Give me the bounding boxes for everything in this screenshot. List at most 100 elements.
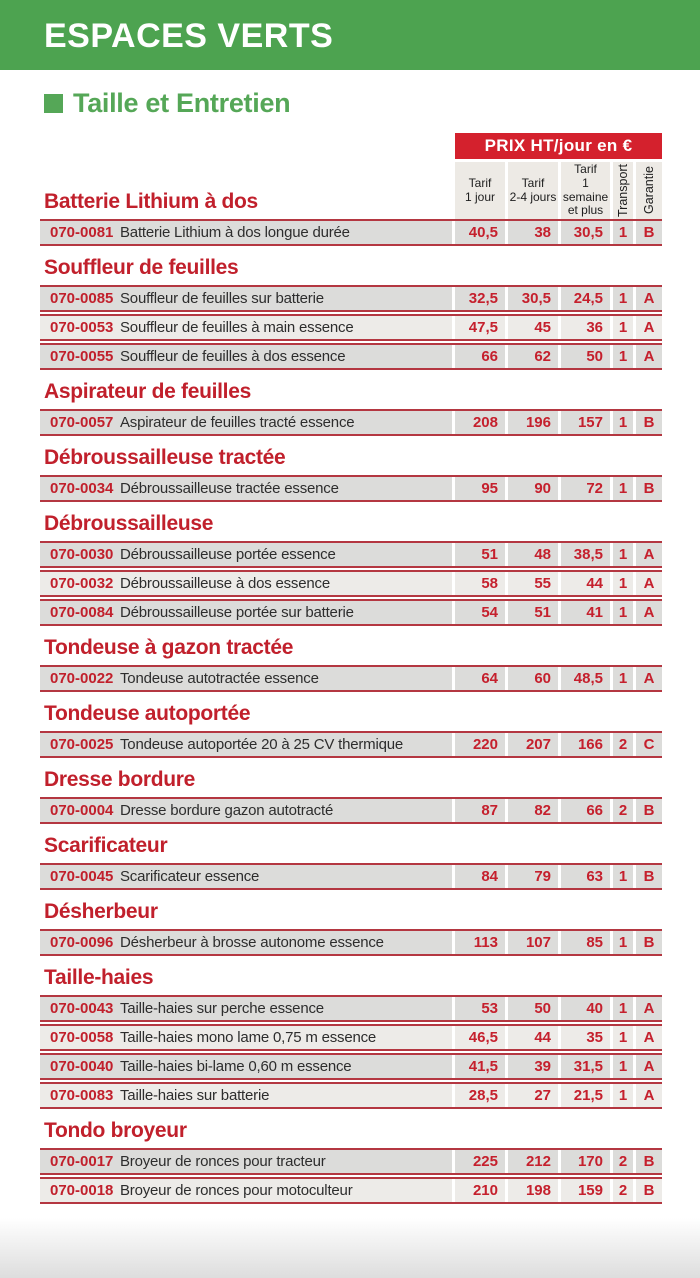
garantie-class: A bbox=[633, 543, 662, 566]
price-1-day: 225 bbox=[452, 1150, 505, 1173]
category-title: Aspirateur de feuilles bbox=[44, 380, 251, 403]
product-description: Scarificateur essence bbox=[120, 868, 260, 885]
category-rows: 070-0085 Souffleur de feuilles sur batte… bbox=[40, 285, 662, 370]
transport-class: 1 bbox=[610, 1026, 633, 1049]
price-2-4-days: 38 bbox=[505, 221, 558, 244]
transport-class: 1 bbox=[610, 411, 633, 434]
price-2-4-days: 79 bbox=[505, 865, 558, 888]
product-description: Souffleur de feuilles sur batterie bbox=[120, 290, 324, 307]
price-2-4-days: 62 bbox=[505, 345, 558, 368]
price-1-day: 58 bbox=[452, 572, 505, 595]
table-row: 070-0085 Souffleur de feuilles sur batte… bbox=[40, 285, 662, 312]
price-week-plus: 41 bbox=[558, 601, 610, 624]
product-code: 070-0030 bbox=[50, 546, 114, 563]
product-description: Broyeur de ronces pour motoculteur bbox=[120, 1182, 353, 1199]
price-2-4-days: 212 bbox=[505, 1150, 558, 1173]
price-week-plus: 63 bbox=[558, 865, 610, 888]
product-code: 070-0085 bbox=[50, 290, 114, 307]
price-1-day: 66 bbox=[452, 345, 505, 368]
transport-class: 1 bbox=[610, 543, 633, 566]
table-row: 070-0040 Taille-haies bi-lame 0,60 m ess… bbox=[40, 1053, 662, 1080]
price-table-header: PRIX HT/jour en € Tarif 1 jour Tarif 2-4… bbox=[455, 133, 662, 219]
garantie-class: A bbox=[633, 667, 662, 690]
price-1-day: 28,5 bbox=[452, 1084, 505, 1107]
price-1-day: 95 bbox=[452, 477, 505, 500]
price-week-plus: 72 bbox=[558, 477, 610, 500]
garantie-class: A bbox=[633, 1084, 662, 1107]
price-1-day: 113 bbox=[452, 931, 505, 954]
category-section: Batterie Lithium à dos 070-0081 Batterie… bbox=[40, 190, 662, 246]
garantie-class: B bbox=[633, 221, 662, 244]
garantie-class: A bbox=[633, 287, 662, 310]
category-title: Débroussailleuse bbox=[44, 512, 214, 535]
product-description: Taille-haies bi-lame 0,60 m essence bbox=[120, 1058, 352, 1075]
table-row: 070-0032 Débroussailleuse à dos essence … bbox=[40, 570, 662, 597]
garantie-class: A bbox=[633, 1026, 662, 1049]
garantie-class: B bbox=[633, 1179, 662, 1202]
category-title: Désherbeur bbox=[44, 900, 158, 923]
category-title: Dresse bordure bbox=[44, 768, 196, 791]
price-week-plus: 44 bbox=[558, 572, 610, 595]
garantie-class: B bbox=[633, 865, 662, 888]
table-row: 070-0096 Désherbeur à brosse autonome es… bbox=[40, 929, 662, 956]
garantie-class: C bbox=[633, 733, 662, 756]
price-week-plus: 36 bbox=[558, 316, 610, 339]
table-row: 070-0055 Souffleur de feuilles à dos ess… bbox=[40, 343, 662, 370]
top-banner: ESPACES VERTS bbox=[0, 0, 700, 70]
product-code: 070-0053 bbox=[50, 319, 114, 336]
product-code: 070-0022 bbox=[50, 670, 114, 687]
price-2-4-days: 198 bbox=[505, 1179, 558, 1202]
product-code: 070-0084 bbox=[50, 604, 114, 621]
category-rows: 070-0025 Tondeuse autoportée 20 à 25 CV … bbox=[40, 731, 662, 758]
product-code: 070-0083 bbox=[50, 1087, 114, 1104]
price-header-band: PRIX HT/jour en € bbox=[455, 133, 662, 159]
price-week-plus: 170 bbox=[558, 1150, 610, 1173]
product-description: Débroussailleuse à dos essence bbox=[120, 575, 330, 592]
category-rows: 070-0057 Aspirateur de feuilles tracté e… bbox=[40, 409, 662, 436]
product-description: Tondeuse autotractée essence bbox=[120, 670, 319, 687]
table-row: 070-0053 Souffleur de feuilles à main es… bbox=[40, 314, 662, 341]
price-2-4-days: 48 bbox=[505, 543, 558, 566]
price-1-day: 51 bbox=[452, 543, 505, 566]
price-2-4-days: 107 bbox=[505, 931, 558, 954]
garantie-class: B bbox=[633, 931, 662, 954]
column-headers: Tarif 1 jour Tarif 2-4 jours Tarif 1 sem… bbox=[455, 162, 662, 219]
price-1-day: 87 bbox=[452, 799, 505, 822]
garantie-class: B bbox=[633, 477, 662, 500]
transport-class: 1 bbox=[610, 572, 633, 595]
table-row: 070-0058 Taille-haies mono lame 0,75 m e… bbox=[40, 1024, 662, 1051]
product-code: 070-0025 bbox=[50, 736, 114, 753]
price-1-day: 41,5 bbox=[452, 1055, 505, 1078]
garantie-class: A bbox=[633, 345, 662, 368]
price-week-plus: 38,5 bbox=[558, 543, 610, 566]
price-2-4-days: 196 bbox=[505, 411, 558, 434]
product-description: Souffleur de feuilles à main essence bbox=[120, 319, 354, 336]
transport-class: 1 bbox=[610, 477, 633, 500]
price-2-4-days: 39 bbox=[505, 1055, 558, 1078]
price-1-day: 40,5 bbox=[452, 221, 505, 244]
price-2-4-days: 50 bbox=[505, 997, 558, 1020]
price-2-4-days: 90 bbox=[505, 477, 558, 500]
price-2-4-days: 55 bbox=[505, 572, 558, 595]
price-1-day: 54 bbox=[452, 601, 505, 624]
price-1-day: 47,5 bbox=[452, 316, 505, 339]
category-section: Souffleur de feuilles 070-0085 Souffleur… bbox=[40, 256, 662, 370]
category-section: Scarificateur 070-0045 Scarificateur ess… bbox=[40, 834, 662, 890]
price-2-4-days: 27 bbox=[505, 1084, 558, 1107]
transport-class: 1 bbox=[610, 1084, 633, 1107]
price-1-day: 32,5 bbox=[452, 287, 505, 310]
category-section: Tondeuse à gazon tractée 070-0022 Tondeu… bbox=[40, 636, 662, 692]
transport-class: 1 bbox=[610, 316, 633, 339]
transport-class: 1 bbox=[610, 287, 633, 310]
price-week-plus: 66 bbox=[558, 799, 610, 822]
column-header-tarif-semaine: Tarif 1 semaine et plus bbox=[561, 161, 610, 219]
garantie-class: B bbox=[633, 1150, 662, 1173]
category-title: Scarificateur bbox=[44, 834, 168, 857]
product-description: Tondeuse autoportée 20 à 25 CV thermique bbox=[120, 736, 404, 753]
category-section: Débroussailleuse tractée 070-0034 Débrou… bbox=[40, 446, 662, 502]
table-row: 070-0045 Scarificateur essence 84 79 63 … bbox=[40, 863, 662, 890]
price-week-plus: 31,5 bbox=[558, 1055, 610, 1078]
price-2-4-days: 30,5 bbox=[505, 287, 558, 310]
product-code: 070-0032 bbox=[50, 575, 114, 592]
